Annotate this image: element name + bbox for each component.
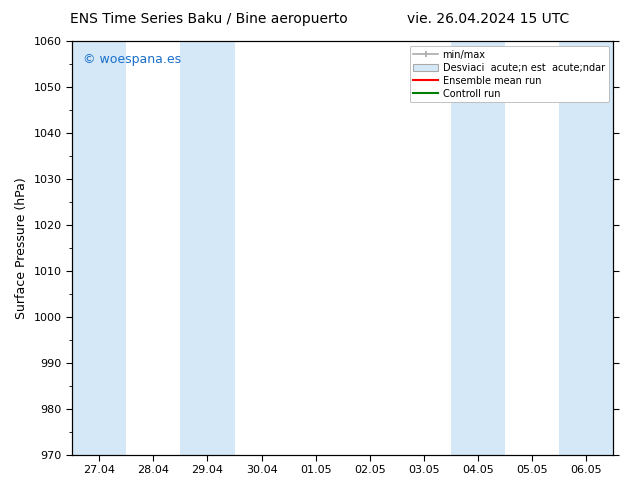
Bar: [72, 41, 126, 455]
Text: ENS Time Series Baku / Bine aeropuerto: ENS Time Series Baku / Bine aeropuerto: [70, 12, 348, 26]
Bar: [559, 41, 614, 455]
Legend: min/max, Desviaci  acute;n est  acute;ndar, Ensemble mean run, Controll run: min/max, Desviaci acute;n est acute;ndar…: [410, 46, 609, 102]
Bar: [180, 41, 235, 455]
Text: © woespana.es: © woespana.es: [83, 53, 181, 67]
Y-axis label: Surface Pressure (hPa): Surface Pressure (hPa): [15, 177, 28, 318]
Bar: [451, 41, 505, 455]
Text: vie. 26.04.2024 15 UTC: vie. 26.04.2024 15 UTC: [407, 12, 569, 26]
